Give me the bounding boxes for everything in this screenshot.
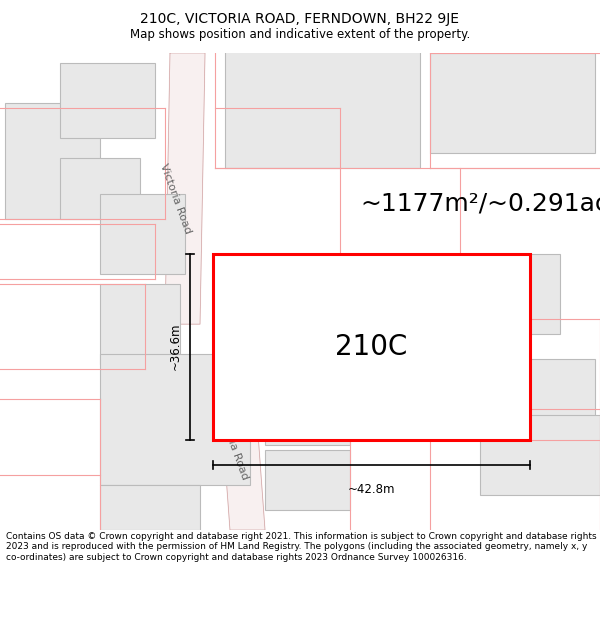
Bar bbox=[100, 194, 185, 274]
Text: 210C: 210C bbox=[335, 332, 407, 361]
Bar bbox=[480, 414, 600, 495]
Bar bbox=[430, 53, 595, 153]
Bar bbox=[265, 379, 350, 444]
Bar bbox=[490, 359, 595, 424]
Bar bbox=[265, 269, 380, 364]
Bar bbox=[225, 23, 420, 169]
Bar bbox=[213, 254, 530, 439]
Bar bbox=[100, 284, 180, 364]
Text: ~36.6m: ~36.6m bbox=[169, 323, 182, 371]
Bar bbox=[60, 159, 140, 219]
Polygon shape bbox=[215, 324, 265, 530]
Text: Victoria Road: Victoria Road bbox=[215, 408, 250, 481]
Text: ~42.8m: ~42.8m bbox=[348, 482, 395, 496]
Bar bbox=[100, 485, 200, 530]
Bar bbox=[5, 103, 100, 219]
Text: ~1177m²/~0.291ac.: ~1177m²/~0.291ac. bbox=[360, 192, 600, 216]
Text: Contains OS data © Crown copyright and database right 2021. This information is : Contains OS data © Crown copyright and d… bbox=[6, 532, 596, 562]
Text: Victoria Road: Victoria Road bbox=[158, 162, 193, 235]
Bar bbox=[60, 63, 155, 138]
Bar bbox=[460, 254, 560, 334]
Text: Map shows position and indicative extent of the property.: Map shows position and indicative extent… bbox=[130, 28, 470, 41]
Polygon shape bbox=[165, 53, 205, 324]
Bar bbox=[100, 354, 250, 485]
Bar bbox=[265, 449, 350, 510]
Text: 210C, VICTORIA ROAD, FERNDOWN, BH22 9JE: 210C, VICTORIA ROAD, FERNDOWN, BH22 9JE bbox=[140, 12, 460, 26]
